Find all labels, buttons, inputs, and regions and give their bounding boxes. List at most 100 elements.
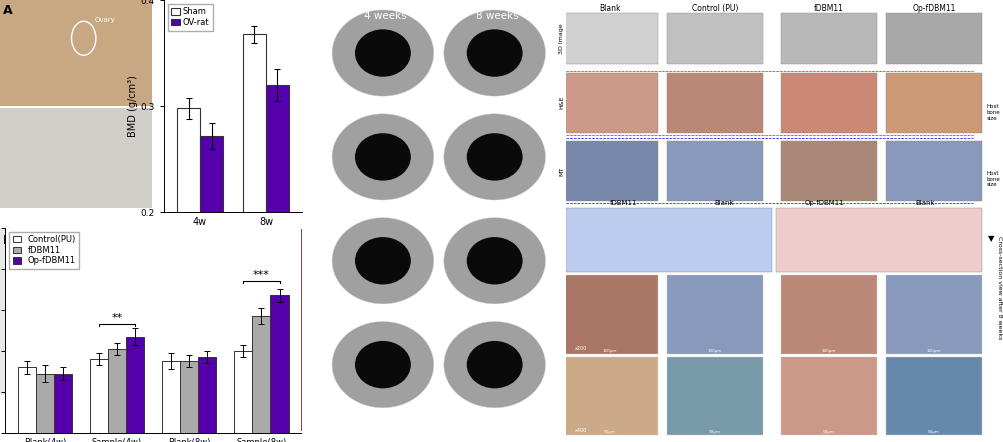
Ellipse shape (332, 217, 433, 304)
Bar (885, 275, 981, 354)
Text: 50μm: 50μm (927, 431, 939, 434)
Bar (666, 141, 762, 201)
Text: 3D Image: 3D Image (559, 23, 564, 54)
Bar (775, 208, 981, 272)
Text: B: B (3, 234, 13, 247)
Bar (36, 373, 54, 433)
Text: x400: x400 (575, 428, 587, 433)
Bar (562, 13, 658, 64)
Bar (180, 361, 198, 433)
Text: C: C (317, 7, 326, 19)
Bar (18, 367, 36, 433)
Circle shape (81, 289, 113, 332)
Bar (252, 316, 270, 433)
Legend: Control(PU), fDBM11, Op-fDBM11: Control(PU), fDBM11, Op-fDBM11 (9, 232, 79, 269)
Text: 100μm: 100μm (602, 349, 617, 353)
Text: Blank: Blank (713, 199, 733, 206)
Ellipse shape (466, 29, 523, 77)
Bar (780, 357, 877, 435)
Text: Ovary: Ovary (94, 17, 115, 23)
Bar (243, 34, 266, 425)
Bar (562, 141, 658, 201)
Text: **: ** (111, 313, 122, 323)
Text: Op-fDBM11: Op-fDBM11 (912, 4, 955, 13)
Text: Blank: Blank (310, 32, 319, 55)
Bar (126, 336, 144, 433)
Bar (885, 13, 981, 64)
Bar (885, 73, 981, 133)
Text: A: A (3, 4, 13, 17)
Ellipse shape (466, 237, 523, 285)
Text: 50μm: 50μm (604, 431, 616, 434)
Text: Op-fDBM11: Op-fDBM11 (310, 319, 319, 367)
Text: Blank: Blank (199, 406, 220, 415)
Bar (666, 73, 762, 133)
Text: 100μm: 100μm (707, 349, 721, 353)
Bar (562, 73, 658, 133)
Bar (266, 85, 289, 425)
Text: fDBM11: fDBM11 (310, 230, 319, 263)
Bar (0, 0, 152, 106)
Text: Host
bone
size: Host bone size (986, 104, 999, 121)
Text: fDBM11: fDBM11 (813, 4, 843, 13)
Ellipse shape (332, 321, 433, 408)
Bar (566, 208, 771, 272)
Text: Op-fDBM11: Op-fDBM11 (803, 199, 844, 206)
Text: x200: x200 (575, 347, 587, 351)
Ellipse shape (443, 321, 545, 408)
Legend: Sham, OV-rat: Sham, OV-rat (168, 4, 213, 30)
Bar (885, 357, 981, 435)
Bar (177, 108, 200, 425)
Bar (666, 275, 762, 354)
Text: ▼: ▼ (987, 234, 993, 243)
Ellipse shape (332, 114, 433, 200)
Text: MT: MT (559, 167, 564, 175)
Bar (90, 359, 108, 433)
Ellipse shape (355, 133, 410, 181)
Bar (200, 136, 223, 425)
Text: Control (PU): Control (PU) (691, 4, 737, 13)
Bar (780, 13, 877, 64)
Text: $D$ = 4 mm: $D$ = 4 mm (36, 415, 87, 427)
Ellipse shape (443, 10, 545, 96)
Bar (780, 275, 877, 354)
Bar (234, 351, 252, 433)
Circle shape (81, 332, 113, 374)
Text: 100μm: 100μm (820, 349, 835, 353)
Text: ***: *** (253, 270, 270, 280)
Text: Host
bone
size: Host bone size (986, 171, 999, 187)
Text: H&E: H&E (559, 96, 564, 109)
Ellipse shape (443, 114, 545, 200)
Ellipse shape (355, 29, 410, 77)
Text: Cross-section view after 8 weeks: Cross-section view after 8 weeks (996, 236, 1001, 339)
Bar (885, 141, 981, 201)
Ellipse shape (355, 341, 410, 389)
Ellipse shape (443, 217, 545, 304)
Text: 100μm: 100μm (926, 349, 940, 353)
Text: Control (PU): Control (PU) (310, 108, 319, 159)
Ellipse shape (466, 341, 523, 389)
Text: Blank: Blank (915, 199, 934, 206)
Ellipse shape (466, 133, 523, 181)
Bar (161, 361, 180, 433)
Text: 8 weeks: 8 weeks (475, 11, 519, 21)
Y-axis label: BMD (g/cm³): BMD (g/cm³) (127, 75, 137, 137)
Ellipse shape (355, 237, 410, 285)
Bar (666, 357, 762, 435)
Ellipse shape (332, 10, 433, 96)
Text: 50μm: 50μm (708, 431, 720, 434)
Bar (666, 13, 762, 64)
Text: fDBM11: fDBM11 (609, 199, 636, 206)
Bar (780, 141, 877, 201)
Bar (780, 73, 877, 133)
Bar (270, 295, 288, 433)
Bar (562, 357, 658, 435)
Text: Blank: Blank (599, 4, 620, 13)
Bar (0, 108, 152, 208)
Text: 4 weeks: 4 weeks (364, 11, 406, 21)
Bar (54, 373, 72, 433)
Bar (108, 349, 126, 433)
Bar (198, 357, 216, 433)
Bar (562, 275, 658, 354)
Text: 50μm: 50μm (822, 431, 834, 434)
